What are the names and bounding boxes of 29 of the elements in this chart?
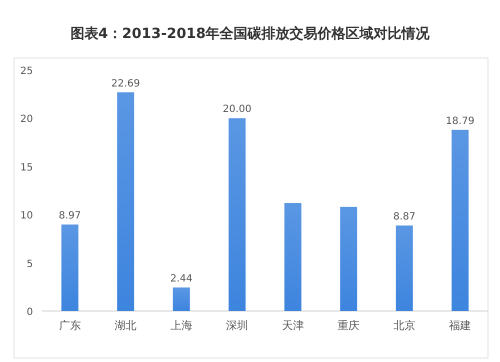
y-tick-label: 5 xyxy=(26,258,33,270)
x-tick-label: 上海 xyxy=(170,319,192,332)
bar xyxy=(396,225,413,311)
data-label: 22.69 xyxy=(111,78,140,90)
data-label: 20.00 xyxy=(222,104,252,116)
y-tick-label: 15 xyxy=(20,162,33,174)
y-tick-label: 0 xyxy=(26,307,33,318)
bar xyxy=(172,287,190,311)
x-tick-label: 福建 xyxy=(449,319,472,332)
x-tick-label: 北京 xyxy=(393,319,416,332)
bar xyxy=(228,118,246,311)
bar xyxy=(340,206,358,311)
y-tick-label: 20 xyxy=(20,114,33,126)
chart-title: 图表4：2013-2018年全国碳排放交易价格区域对比情况 xyxy=(70,25,431,42)
x-tick-label: 天津 xyxy=(282,319,304,332)
data-label: 8.97 xyxy=(58,210,82,222)
bar xyxy=(117,92,134,311)
bar xyxy=(452,130,469,311)
y-tick-label: 10 xyxy=(20,210,33,222)
x-tick-label: 湖北 xyxy=(114,319,137,332)
y-tick-label: 25 xyxy=(20,66,33,77)
x-tick-label: 深圳 xyxy=(226,319,248,332)
data-label: 18.79 xyxy=(446,116,474,127)
data-label: 8.87 xyxy=(393,211,416,222)
data-label: 2.44 xyxy=(170,273,193,284)
x-tick-label: 重庆 xyxy=(338,319,360,332)
x-tick-label: 广东 xyxy=(58,319,81,332)
bar xyxy=(61,224,78,311)
bar xyxy=(284,203,302,311)
